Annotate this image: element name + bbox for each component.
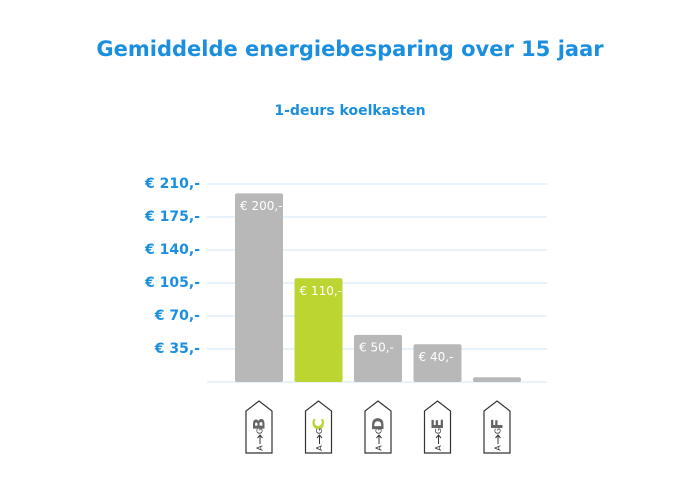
value-label: € 50,- xyxy=(359,340,394,354)
scale-label: G xyxy=(315,428,324,434)
scale-arrowhead xyxy=(316,434,323,439)
energy-label: E A G xyxy=(423,400,452,454)
scale-label: G xyxy=(494,428,503,434)
scale-label: G xyxy=(375,428,384,434)
x-tick-label: E xyxy=(428,419,447,430)
scale-arrowhead xyxy=(376,434,382,439)
scale-label: A xyxy=(375,445,384,451)
x-tick-label: D xyxy=(369,417,388,430)
scale-label: A xyxy=(315,445,324,451)
x-tick-label: F xyxy=(488,419,507,430)
energy-label: D A G xyxy=(364,400,392,454)
energy-label-shape xyxy=(483,400,511,454)
scale-label: G xyxy=(434,428,443,434)
x-tick-label: C xyxy=(309,418,328,430)
y-tick-label: € 140,- xyxy=(144,242,200,258)
bar xyxy=(294,278,343,382)
bar xyxy=(413,344,462,382)
energy-label-shape xyxy=(245,400,273,454)
scale-arrowhead xyxy=(495,434,501,439)
bar xyxy=(235,193,283,382)
scale-arrowhead xyxy=(257,434,263,439)
value-label: € 40,- xyxy=(419,350,454,364)
y-tick-label: € 210,- xyxy=(144,176,200,192)
scale-label: A xyxy=(256,445,265,451)
y-tick-label: € 70,- xyxy=(154,308,200,324)
energy-label-shape xyxy=(423,400,452,454)
energy-label: F A G xyxy=(483,400,511,454)
scale-label: G xyxy=(256,428,265,434)
bar xyxy=(473,377,521,382)
bar xyxy=(354,334,402,382)
y-tick-label: € 175,- xyxy=(144,209,200,225)
value-label: € 110,- xyxy=(300,284,343,298)
scale-label: A xyxy=(434,445,443,451)
energy-label: C A G xyxy=(304,400,333,454)
y-tick-label: € 35,- xyxy=(154,341,200,357)
y-tick-label: € 105,- xyxy=(144,275,200,291)
scale-arrowhead xyxy=(435,434,442,439)
energy-label-shape xyxy=(304,400,333,454)
scale-label: A xyxy=(494,445,503,451)
chart-title: Gemiddelde energiebesparing over 15 jaar xyxy=(96,37,604,61)
energy-label: B A G xyxy=(245,400,273,454)
energy-label-shape xyxy=(364,400,392,454)
chart-subtitle: 1-deurs koelkasten xyxy=(274,103,425,119)
value-label: € 200,- xyxy=(240,199,283,213)
x-tick-label: B xyxy=(250,418,269,430)
